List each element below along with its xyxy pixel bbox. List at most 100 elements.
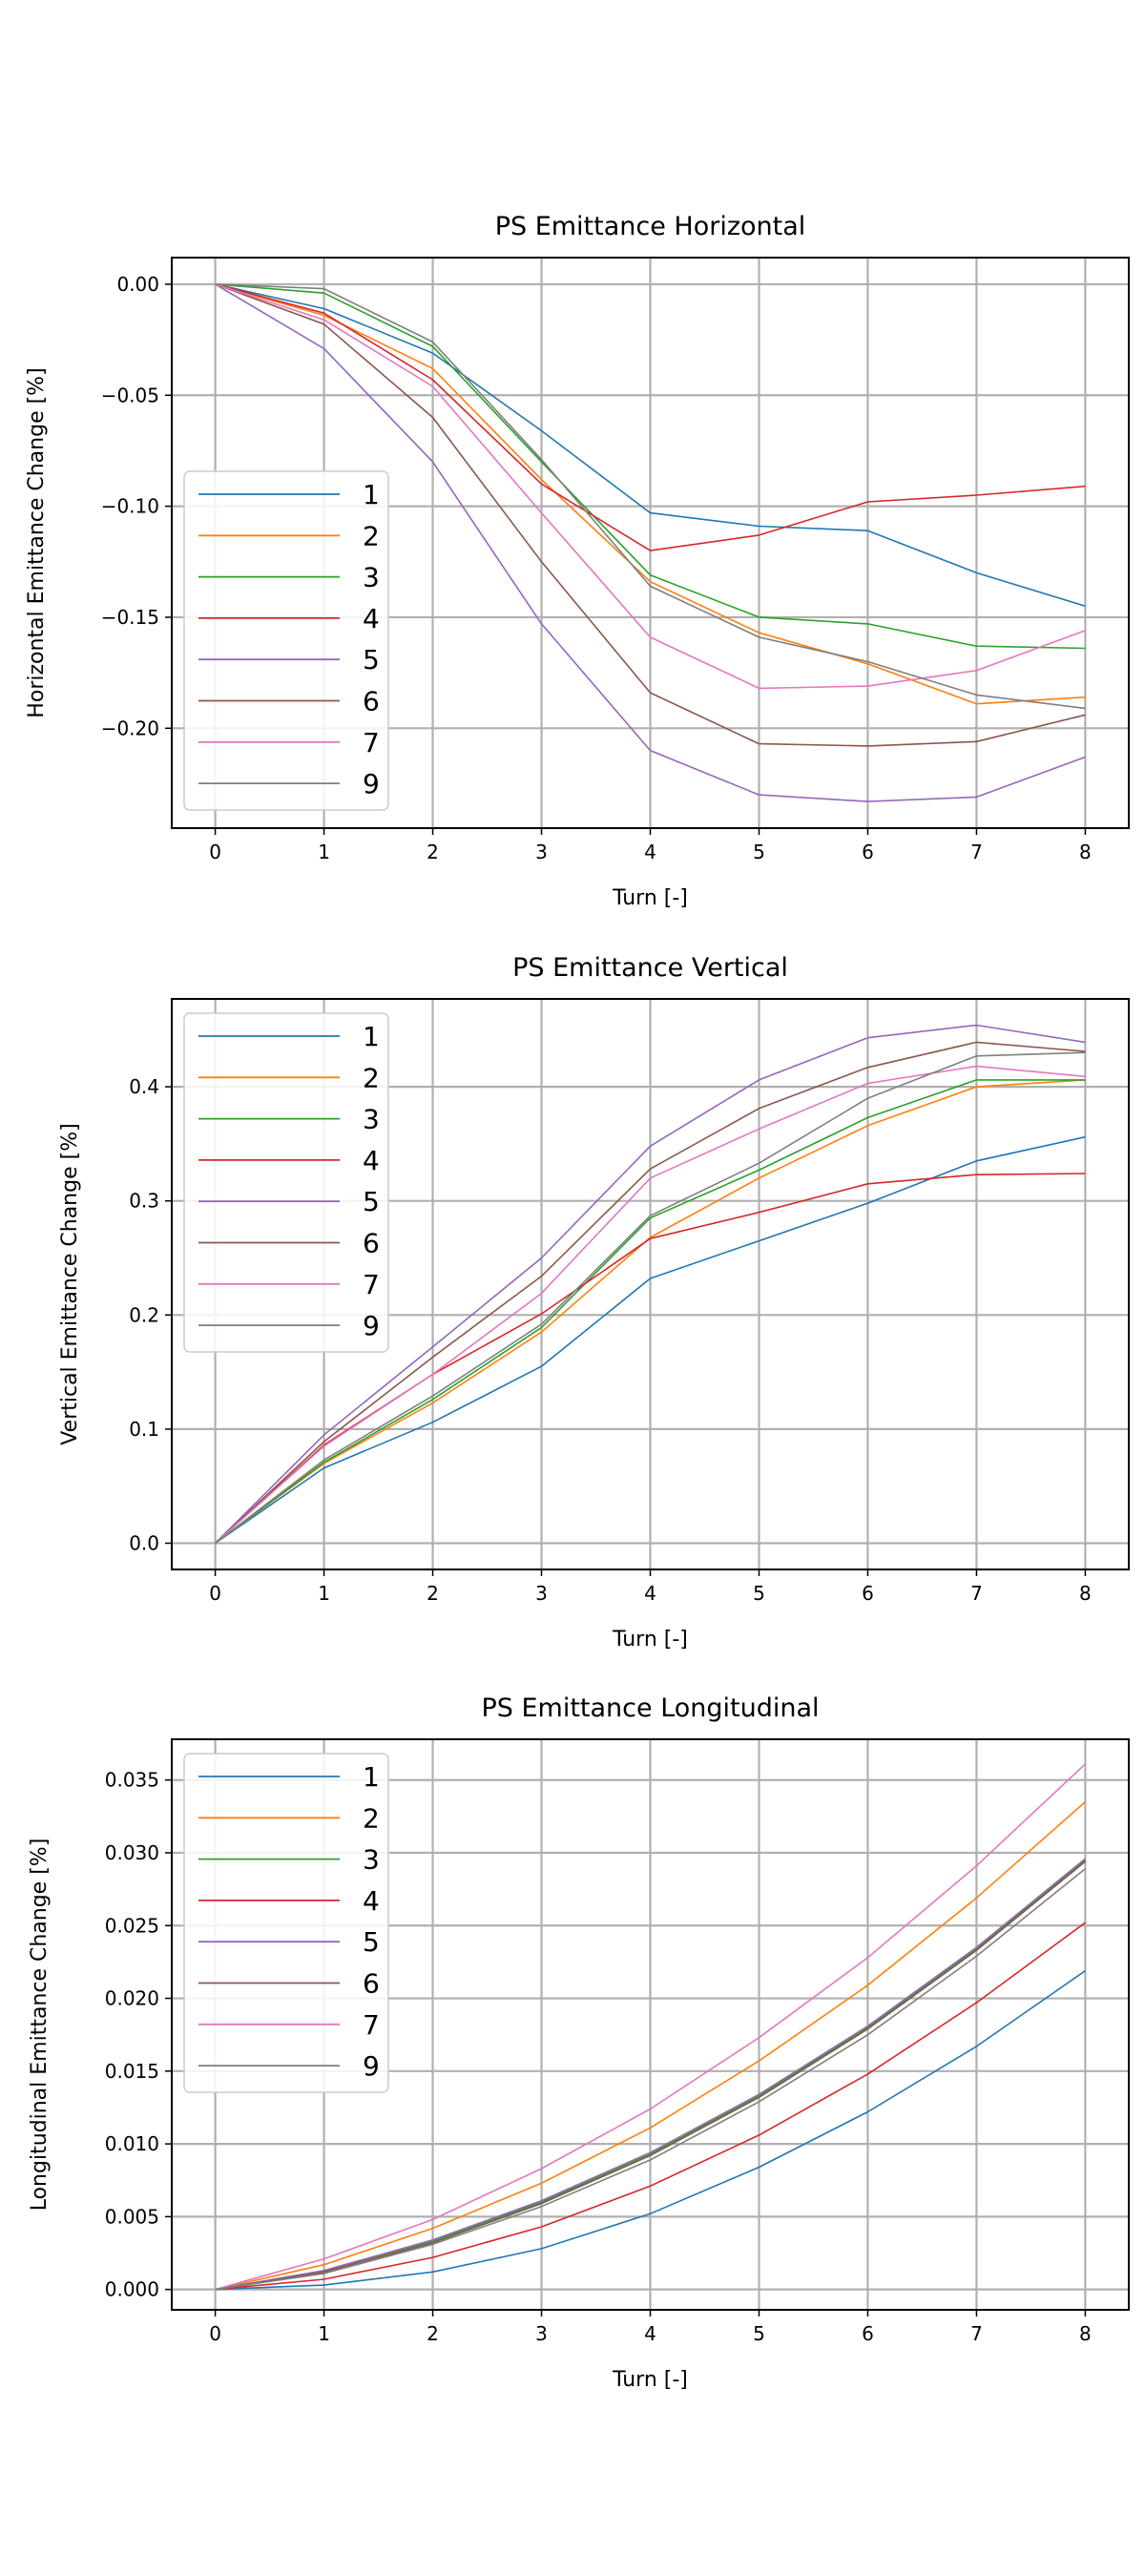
legend-label-4: 4 <box>363 1885 380 1917</box>
series-line-7 <box>215 283 1086 690</box>
x-tick-label: 4 <box>644 841 656 863</box>
series-line-6 <box>215 1860 1086 2291</box>
series-line-6 <box>215 1041 1086 1545</box>
y-tick-label: 0.010 <box>105 2132 159 2155</box>
series-line-2 <box>215 1801 1086 2291</box>
legend-label-3: 3 <box>363 1844 380 1876</box>
x-tick-label: 3 <box>535 1582 548 1605</box>
x-tick-label: 8 <box>1079 841 1092 863</box>
legend-label-2: 2 <box>363 520 380 551</box>
y-tick-label: −0.20 <box>101 717 159 739</box>
y-tick-label: 0.030 <box>105 1841 159 1864</box>
y-tick-label: 0.0 <box>129 1531 159 1554</box>
series-line-1 <box>215 283 1086 608</box>
x-tick-label: 5 <box>753 2322 765 2345</box>
x-tick-label: 4 <box>644 2322 656 2345</box>
legend-label-7: 7 <box>363 1269 380 1300</box>
x-tick-label: 7 <box>970 1582 983 1605</box>
legend-label-5: 5 <box>363 1186 380 1217</box>
y-tick-label: 0.3 <box>129 1190 159 1213</box>
x-tick-label: 8 <box>1079 1582 1092 1605</box>
y-tick-label: 0.025 <box>105 1914 159 1937</box>
x-axis-label: Turn [-] <box>612 1628 688 1652</box>
legend-label-7: 7 <box>363 727 380 758</box>
legend-label-3: 3 <box>363 562 380 593</box>
y-tick-label: −0.15 <box>101 606 159 629</box>
legend-label-2: 2 <box>363 1802 380 1834</box>
chart-title: PS Emittance Vertical <box>512 953 788 983</box>
legend-label-9: 9 <box>363 768 380 800</box>
y-tick-label: 0.1 <box>129 1418 159 1441</box>
legend-label-1: 1 <box>363 1021 380 1052</box>
x-axis-label: Turn [-] <box>612 2368 688 2392</box>
legend-box <box>183 1012 389 1353</box>
x-tick-label: 0 <box>209 841 221 863</box>
series-line-1 <box>215 1135 1086 1545</box>
legend-label-4: 4 <box>363 1145 380 1176</box>
x-tick-label: 3 <box>535 2322 548 2345</box>
legend-label-9: 9 <box>363 1310 380 1341</box>
y-tick-label: 0.00 <box>116 273 159 296</box>
y-axis-label: Longitudinal Emittance Change [%] <box>28 1839 52 2212</box>
y-axis-label: Vertical Emittance Change [%] <box>58 1123 82 1444</box>
y-tick-label: 0.000 <box>105 2278 159 2301</box>
y-tick-label: 0.005 <box>105 2205 159 2228</box>
y-tick-label: 0.020 <box>105 1987 159 2010</box>
legend-label-3: 3 <box>363 1104 380 1135</box>
y-axis-label: Horizontal Emittance Change [%] <box>25 367 49 717</box>
series-line-5 <box>215 1858 1086 2291</box>
y-tick-label: −0.05 <box>101 384 159 406</box>
series-line-7 <box>215 1065 1086 1545</box>
chart-panel-1: 0 1 2 3 4 5 6 7 8 0.00 −0.05 −0.10 −0.15 −0.20 PS Emit… <box>25 212 1130 910</box>
legend-label-1: 1 <box>363 1761 380 1793</box>
series-line-7 <box>215 1763 1086 2291</box>
chart-title: PS Emittance Longitudinal <box>481 1693 819 1723</box>
series-line-5 <box>215 1024 1086 1545</box>
x-tick-label: 1 <box>318 1582 330 1605</box>
x-tick-label: 5 <box>753 1582 765 1605</box>
legend-label-6: 6 <box>363 1968 380 2000</box>
y-tick-label: 0.035 <box>105 1769 159 1792</box>
chart-title: PS Emittance Horizontal <box>495 212 806 241</box>
x-tick-label: 2 <box>427 841 439 863</box>
x-tick-label: 2 <box>427 1582 439 1605</box>
series-line-4 <box>215 1922 1086 2291</box>
legend-label-2: 2 <box>363 1062 380 1093</box>
x-tick-label: 4 <box>644 1582 656 1605</box>
x-tick-label: 5 <box>753 841 765 863</box>
x-tick-label: 7 <box>970 841 983 863</box>
legend-label-4: 4 <box>363 603 380 634</box>
x-tick-label: 0 <box>209 1582 221 1605</box>
legend-box <box>183 470 389 811</box>
series-line-2 <box>215 1079 1086 1545</box>
x-tick-label: 1 <box>318 841 330 863</box>
y-tick-label: 0.4 <box>129 1075 159 1098</box>
series-line-4 <box>215 283 1086 551</box>
x-axis-label: Turn [-] <box>612 886 688 910</box>
series-line-1 <box>215 1969 1086 2291</box>
x-tick-label: 6 <box>862 841 874 863</box>
x-tick-label: 6 <box>862 1582 874 1605</box>
legend-label-7: 7 <box>363 2009 380 2041</box>
legend-label-6: 6 <box>363 686 380 717</box>
series-line-9 <box>215 283 1086 710</box>
legend-label-6: 6 <box>363 1228 380 1259</box>
series-line-9 <box>215 1868 1086 2291</box>
series-line-2 <box>215 283 1086 705</box>
chart-panel-2: 0 1 2 3 4 5 6 7 8 0.0 0.1 0.2 0.3 0.4 PS Emittance Ver… <box>58 953 1130 1652</box>
x-tick-label: 7 <box>970 2322 983 2345</box>
series-line-5 <box>215 283 1086 802</box>
series-line-9 <box>215 1051 1086 1545</box>
legend: 1 2 3 4 5 6 7 9 <box>183 1012 389 1353</box>
legend: 1 2 3 4 5 6 7 9 <box>183 1753 389 2093</box>
legend-label-5: 5 <box>363 644 380 675</box>
legend-label-5: 5 <box>363 1926 380 1958</box>
x-tick-label: 2 <box>427 2322 439 2345</box>
x-tick-label: 6 <box>862 2322 874 2345</box>
y-tick-label: 0.015 <box>105 2060 159 2083</box>
legend: 1 2 3 4 5 6 7 9 <box>183 470 389 811</box>
y-tick-label: −0.10 <box>101 495 159 518</box>
x-tick-label: 1 <box>318 2322 330 2345</box>
y-tick-label: 0.2 <box>129 1303 159 1326</box>
